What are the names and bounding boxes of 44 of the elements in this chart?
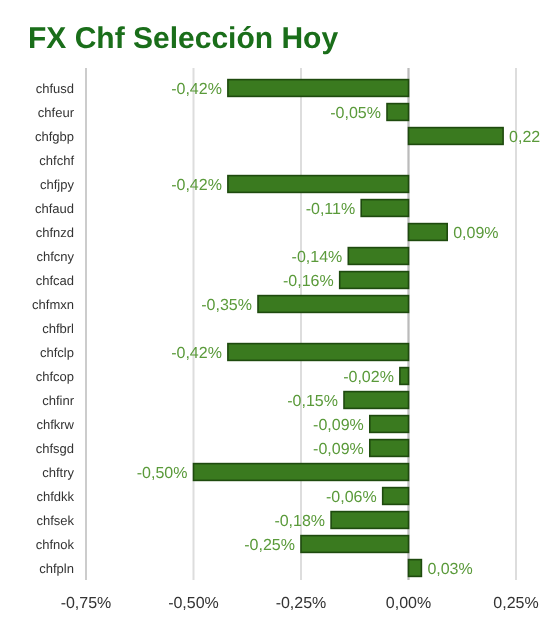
bar: [369, 414, 410, 434]
x-tick-label: -0,50%: [168, 594, 219, 612]
data-label: -0,42%: [171, 79, 222, 98]
bar: [369, 438, 410, 458]
bar: [300, 534, 410, 554]
data-label: -0,16%: [282, 271, 334, 290]
bar: [360, 198, 410, 218]
bar: [192, 462, 410, 482]
data-label: -0,15%: [287, 391, 338, 410]
bar: [399, 366, 410, 386]
data-label: 0,09%: [453, 223, 499, 242]
bar: [407, 558, 423, 578]
x-tick-label: 0,25%: [493, 594, 539, 612]
bar: [407, 222, 448, 242]
data-label: -0,09%: [313, 415, 364, 434]
data-label: -0,42%: [171, 175, 222, 194]
data-label: -0,50%: [136, 463, 188, 482]
data-label: -0,42%: [171, 343, 222, 362]
data-label: -0,35%: [201, 295, 252, 314]
data-label: 0,22: [509, 127, 542, 146]
x-tick-label: -0,25%: [275, 594, 327, 612]
data-label: -0,18%: [274, 511, 326, 530]
data-label: -0,14%: [291, 247, 343, 266]
bar: [407, 126, 504, 146]
x-tick-label: -0,75%: [60, 594, 112, 612]
bar: [330, 510, 410, 530]
data-label: 0,03%: [427, 559, 473, 578]
data-label: -0,06%: [325, 487, 377, 506]
data-label: -0,05%: [330, 103, 381, 122]
bar: [343, 390, 410, 410]
bar: [338, 270, 410, 290]
bar: [257, 294, 410, 314]
bar: [227, 78, 410, 98]
data-label: -0,09%: [313, 439, 364, 458]
data-label: -0,11%: [305, 199, 356, 218]
data-label: -0,02%: [343, 367, 394, 386]
x-tick-label: 0,00%: [385, 594, 432, 612]
chart-title: FX Chf Selección Hoy: [28, 22, 340, 56]
bar: [347, 246, 410, 266]
bar: [227, 342, 410, 362]
data-label: -0,25%: [244, 535, 295, 554]
bar: [381, 486, 410, 506]
bar: [386, 102, 410, 122]
bar: [227, 174, 410, 194]
